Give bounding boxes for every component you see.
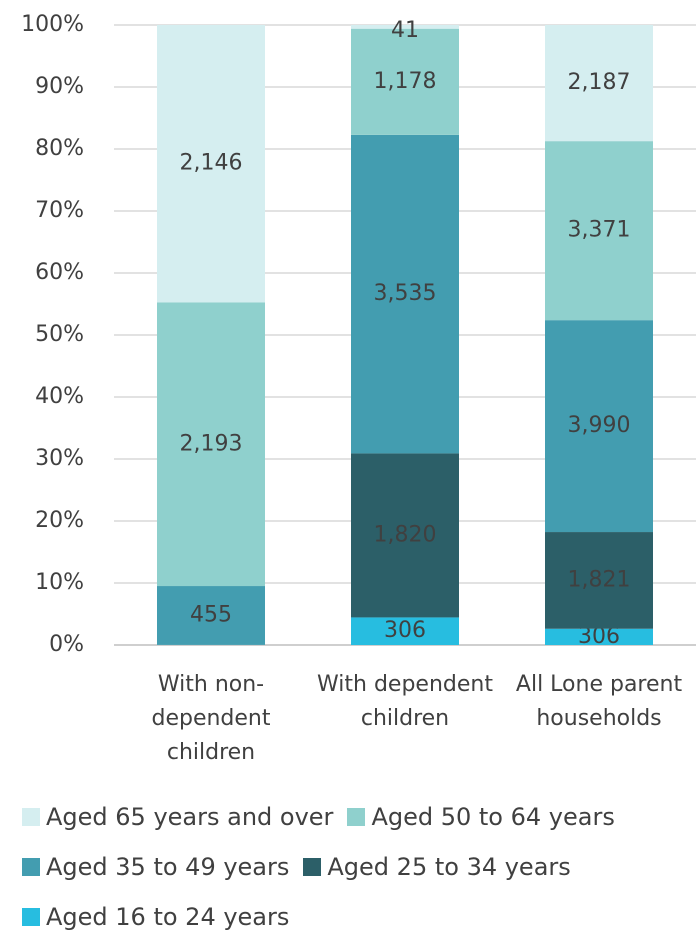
legend-item: Aged 65 years and over — [22, 800, 333, 834]
legend-item: Aged 35 to 49 years — [22, 850, 289, 884]
data-label: 3,535 — [374, 281, 437, 306]
y-tick-label: 30% — [35, 446, 84, 471]
x-tick-label: All Lone parent households — [515, 672, 683, 731]
bar-segment — [545, 141, 653, 321]
bar-segment — [351, 28, 459, 135]
y-tick-label: 40% — [35, 384, 84, 409]
bar-segment — [351, 453, 459, 618]
legend-item: Aged 16 to 24 years — [22, 900, 289, 933]
y-tick-label: 60% — [35, 260, 84, 285]
bar-segment — [157, 25, 265, 303]
x-tick-label: With dependent children — [317, 672, 493, 731]
data-label: 2,193 — [180, 431, 243, 456]
legend-item: Aged 50 to 64 years — [347, 800, 615, 834]
legend-label: Aged 65 years and over — [46, 803, 334, 831]
legend-label: Aged 35 to 49 years — [46, 853, 290, 881]
legend-swatch — [22, 808, 40, 826]
bar-segment — [545, 320, 653, 533]
bar-segment — [157, 302, 265, 587]
legend-label: Aged 25 to 34 years — [327, 853, 571, 881]
data-label: 1,178 — [374, 69, 437, 94]
legend-swatch — [303, 858, 322, 876]
y-tick-label: 20% — [35, 508, 84, 533]
bar-segment — [351, 134, 459, 454]
legend-swatch — [347, 808, 366, 826]
data-label: 3,371 — [568, 218, 631, 243]
bar-segment — [545, 532, 653, 629]
y-tick-label: 90% — [35, 74, 84, 99]
data-label: 2,146 — [180, 151, 243, 176]
bar-segment — [545, 25, 653, 142]
x-tick-label: With non-dependent children — [151, 672, 271, 765]
bar-segment — [351, 25, 459, 29]
data-label: 1,820 — [374, 522, 437, 547]
data-label: 306 — [384, 618, 426, 643]
data-label: 455 — [190, 602, 232, 627]
legend-swatch — [22, 858, 40, 876]
data-label: 2,187 — [568, 70, 631, 95]
y-tick-label: 0% — [49, 632, 84, 657]
y-tick-label: 80% — [35, 136, 84, 161]
y-tick-label: 10% — [35, 570, 84, 595]
y-tick-label: 50% — [35, 322, 84, 347]
legend-swatch — [22, 908, 40, 926]
legend-label: Aged 16 to 24 years — [46, 903, 290, 931]
bar-segment — [351, 617, 459, 645]
plot-area: 0%10%20%30%40%50%60%70%80%90%100%14552,1… — [21, 12, 696, 657]
bar-segment — [157, 586, 265, 645]
y-tick-label: 70% — [35, 198, 84, 223]
y-tick-label: 100% — [21, 12, 84, 37]
bar-segment — [545, 628, 653, 645]
data-label: 3,990 — [568, 413, 631, 438]
data-label: 41 — [391, 18, 419, 43]
legend-item: Aged 25 to 34 years — [303, 850, 571, 884]
legend: Aged 65 years and over Aged 50 to 64 year… — [22, 800, 692, 933]
legend-label: Aged 50 to 64 years — [371, 803, 615, 831]
data-label: 1,821 — [568, 567, 631, 592]
